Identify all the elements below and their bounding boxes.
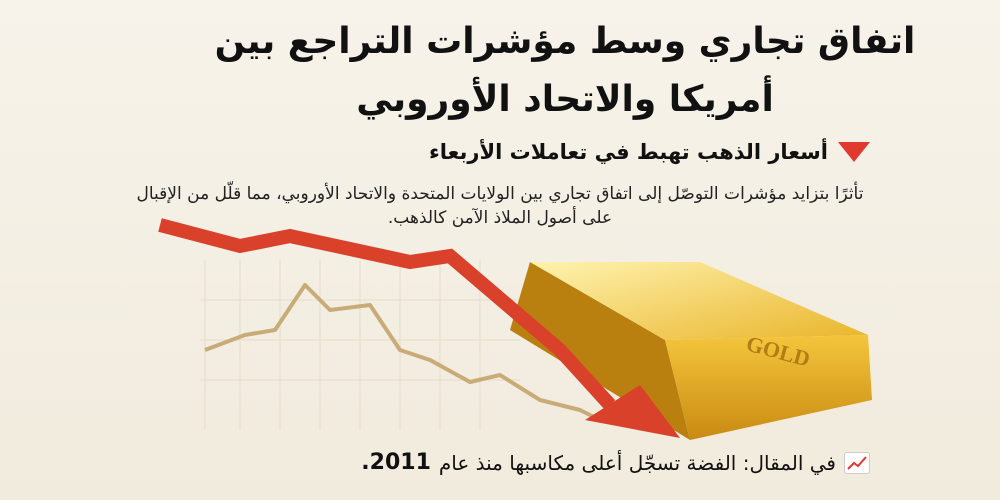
red-down-triangle-icon <box>838 142 870 162</box>
price-line <box>204 283 601 422</box>
subheading: أسعار الذهب تهبط في تعاملات الأربعاء <box>429 140 870 164</box>
footer-text: في المقال: الفضة تسجّل أعلى مكاسبها منذ … <box>438 450 836 475</box>
gold-bar: GOLD <box>510 262 872 440</box>
background-grid <box>200 260 520 430</box>
body-text: تأثرًا بتزايد مؤشرات التوصّل إلى اتفاق ت… <box>136 184 864 228</box>
chart-increasing-icon <box>844 451 870 474</box>
footer-year: 2011. <box>361 450 431 475</box>
headline-line-1: اتفاق تجاري وسط مؤشرات التراجع بين <box>214 21 916 62</box>
subheading-text: أسعار الذهب تهبط في تعاملات الأربعاء <box>429 140 828 164</box>
gold-bar-label: GOLD <box>744 331 813 372</box>
footer-related-article[interactable]: في المقال: الفضة تسجّل أعلى مكاسبها منذ … <box>361 450 870 475</box>
headline-line-2: أمريكا والاتحاد الأوروبي <box>356 79 774 120</box>
red-down-arrow <box>158 218 680 438</box>
